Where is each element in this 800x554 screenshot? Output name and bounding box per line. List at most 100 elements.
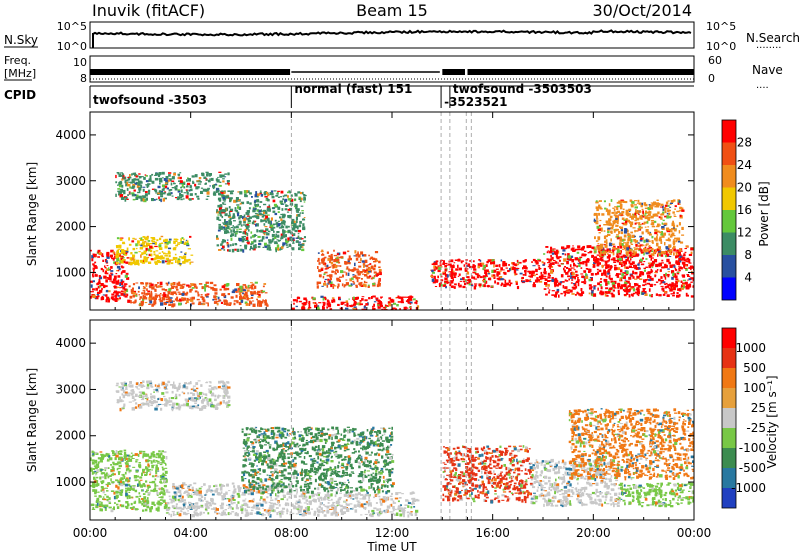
data-cell [241, 511, 244, 514]
data-cell [494, 280, 496, 284]
data-cell [549, 249, 553, 253]
data-cell [646, 278, 649, 280]
data-cell [270, 228, 274, 231]
data-cell [154, 245, 158, 248]
data-cell [257, 303, 259, 307]
data-cell [591, 293, 594, 297]
data-cell [273, 203, 278, 207]
data-cell [616, 255, 620, 259]
data-cell [552, 250, 555, 252]
data-cell [191, 198, 194, 200]
data-cell [168, 192, 172, 196]
data-cell [269, 192, 272, 196]
data-cell [253, 239, 257, 243]
data-cell [135, 293, 138, 297]
data-cell [332, 285, 335, 289]
data-cell [639, 244, 641, 249]
data-cell [148, 485, 151, 488]
data-cell [234, 207, 237, 210]
noise-left-tick-bottom: 10^0 [57, 40, 87, 53]
data-cell [663, 274, 666, 277]
data-cell [122, 259, 125, 261]
data-cell [163, 252, 166, 255]
data-cell [258, 240, 261, 243]
data-cell [97, 466, 100, 468]
data-cell [183, 501, 187, 505]
data-cell [390, 301, 394, 303]
data-cell [317, 266, 319, 269]
data-cell [175, 507, 180, 510]
data-cell [104, 272, 107, 274]
data-cell [323, 302, 326, 305]
data-cell [299, 505, 303, 509]
data-cell [198, 283, 203, 285]
data-cell [222, 496, 226, 499]
data-cell [239, 191, 243, 195]
data-cell [265, 215, 268, 219]
data-cell [102, 490, 105, 494]
power-panel-frame [89, 111, 695, 311]
data-cell [94, 273, 97, 276]
data-cell [182, 503, 186, 507]
data-cell [173, 507, 176, 510]
data-cell [152, 454, 156, 458]
data-cell [233, 231, 236, 234]
data-cell [157, 500, 160, 504]
data-cell [137, 290, 140, 293]
data-cell [283, 230, 286, 234]
data-cell [661, 222, 664, 225]
data-cell [160, 192, 163, 196]
data-cell [195, 491, 199, 494]
data-cell [146, 467, 149, 470]
data-cell [263, 203, 267, 206]
data-cell [116, 468, 119, 471]
data-cell [238, 231, 242, 233]
data-cell [259, 513, 263, 515]
data-cell [232, 230, 235, 233]
data-cell [138, 237, 142, 240]
data-cell [120, 271, 123, 274]
data-cell [346, 304, 349, 307]
data-cell [598, 246, 602, 249]
data-cell [613, 214, 616, 216]
data-cell [186, 240, 189, 244]
data-cell [213, 507, 216, 510]
data-cell [609, 265, 613, 268]
data-cell [247, 217, 250, 221]
data-cell [635, 247, 639, 250]
data-cell [616, 234, 620, 236]
data-cell [596, 254, 600, 256]
data-cell [629, 222, 633, 224]
data-cell [157, 455, 161, 459]
data-cell [251, 288, 255, 290]
data-cell [269, 493, 272, 497]
data-cell [149, 481, 153, 484]
data-cell [278, 504, 281, 507]
data-cell [135, 460, 138, 463]
data-cell [664, 222, 668, 226]
data-cell [92, 253, 95, 255]
data-cell [269, 223, 271, 226]
data-cell [95, 460, 97, 464]
data-cell [553, 251, 556, 255]
data-cell [179, 298, 182, 302]
data-cell [330, 281, 333, 284]
data-cell [673, 265, 676, 268]
data-cell [159, 487, 162, 491]
data-cell [152, 451, 155, 454]
data-cell [551, 277, 554, 281]
data-cell [134, 489, 138, 493]
data-cell [505, 267, 508, 269]
data-cell [196, 489, 200, 493]
data-cell [557, 262, 560, 264]
data-cell [297, 241, 301, 243]
data-cell [608, 212, 611, 216]
data-cell [607, 229, 610, 231]
data-cell [583, 278, 586, 281]
data-cell [220, 214, 223, 217]
data-cell [153, 459, 155, 463]
data-cell [658, 278, 661, 282]
data-cell [216, 493, 219, 496]
data-cell [218, 171, 222, 173]
data-cell [632, 254, 636, 258]
